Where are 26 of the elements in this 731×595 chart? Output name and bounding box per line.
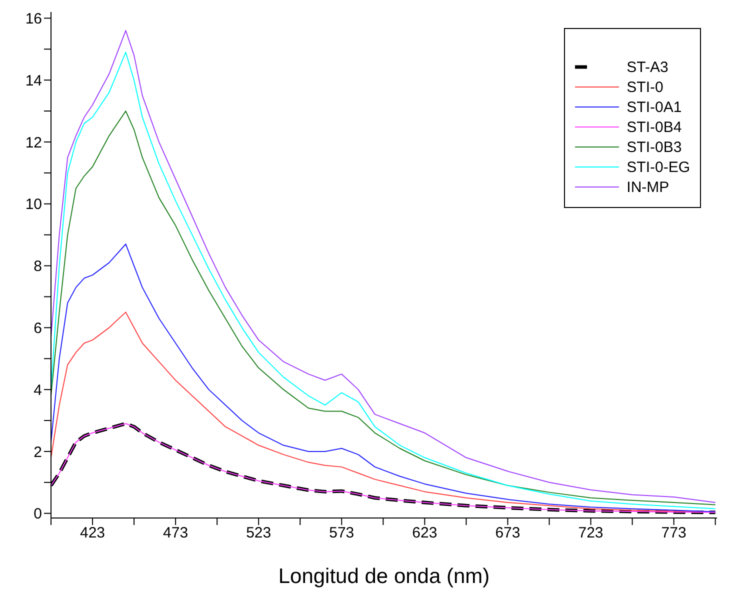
x-tick-label: 673 — [495, 524, 520, 542]
legend-label: STI-0 — [626, 78, 664, 96]
legend-label: IN-MP — [626, 178, 670, 196]
x-axis-title: Longitud de onda (nm) — [278, 565, 490, 588]
x-tick-label: 573 — [329, 524, 354, 542]
x-tick-label: 473 — [163, 524, 188, 542]
y-tick-label: 14 — [25, 72, 42, 90]
x-tick-label: 773 — [661, 524, 686, 542]
legend-label: STI-0B4 — [626, 118, 682, 136]
x-tick-label: 723 — [578, 524, 604, 542]
legend-label: ST-A3 — [626, 58, 668, 76]
y-tick-label: 10 — [25, 196, 42, 214]
y-tick-label: 0 — [34, 506, 42, 523]
legend-label: STI-0A1 — [626, 98, 682, 116]
legend-label: STI-0B3 — [626, 138, 682, 156]
y-tick-label: 12 — [25, 134, 42, 152]
y-tick-label: 16 — [25, 10, 42, 28]
y-tick-label: 6 — [34, 320, 42, 337]
y-tick-label: 2 — [34, 444, 42, 461]
y-tick-label: 4 — [34, 382, 42, 399]
line-series — [51, 244, 716, 512]
x-tick-label: 623 — [412, 524, 438, 542]
x-tick-label: 423 — [80, 524, 106, 542]
y-tick-label: 8 — [34, 258, 42, 276]
x-tick-label: 523 — [246, 524, 272, 542]
legend-label: STI-0-EG — [626, 158, 690, 176]
